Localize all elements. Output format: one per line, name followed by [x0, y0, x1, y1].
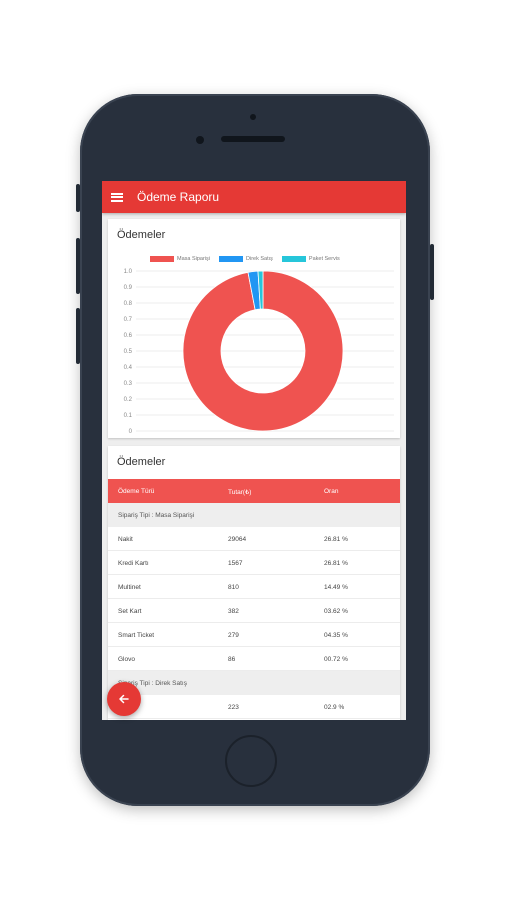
table-header: Ödeme Türü Tutar(₺) Oran — [108, 479, 400, 503]
group-label: Sipariş Tipi : Direk Satış — [118, 680, 187, 687]
y-tick-label: 0.8 — [124, 301, 133, 307]
pie-slice[interactable] — [257, 270, 264, 310]
pie-slice[interactable] — [182, 270, 344, 432]
cell-ratio: 00.72 % — [324, 656, 348, 663]
app-screen: Ödeme Raporu Ödemeler Masa Siparişi Dire… — [102, 181, 406, 720]
y-tick-label: 0.2 — [124, 397, 133, 403]
back-button[interactable] — [107, 682, 141, 716]
table-row[interactable]: Nakit 223 02.9 % — [108, 695, 400, 719]
legend-label: Paket Servis — [308, 256, 340, 262]
page-title: Ödeme Raporu — [137, 190, 220, 204]
group-label: Sipariş Tipi : Masa Siparişi — [118, 512, 195, 519]
cell-type: Multinet — [118, 584, 141, 591]
app-bar: Ödeme Raporu — [102, 181, 406, 213]
cell-amount: 382 — [228, 608, 239, 615]
phone-sensor — [250, 114, 256, 120]
cell-amount: 86 — [228, 656, 236, 663]
cell-ratio: 14.49 % — [324, 584, 348, 591]
chart-card: Ödemeler Masa Siparişi Direk Satış Paket… — [108, 219, 400, 438]
legend-swatch — [281, 256, 306, 262]
cell-ratio: 03.62 % — [324, 608, 348, 615]
table-row[interactable]: Nakit 29064 26.81 % — [108, 527, 400, 551]
cell-type: Kredi Kartı — [118, 560, 149, 567]
cell-amount: 1567 — [228, 560, 243, 567]
cell-type: Nakit — [118, 536, 133, 543]
legend-item[interactable]: Masa Siparişi — [150, 256, 210, 262]
chart-legend: Masa Siparişi Direk Satış Paket Servis — [150, 256, 349, 262]
column-header-amount: Tutar(₺) — [228, 489, 252, 496]
table-row[interactable]: Glovo 86 00.72 % — [108, 647, 400, 671]
cell-amount: 223 — [228, 704, 239, 711]
mute-switch — [76, 184, 80, 212]
y-tick-label: 0.3 — [124, 381, 133, 387]
cell-type: Smart Ticket — [118, 632, 155, 639]
y-tick-label: 0.1 — [124, 413, 133, 419]
legend-item[interactable]: Direk Satış — [219, 256, 273, 262]
menu-icon[interactable] — [111, 192, 123, 202]
home-button[interactable] — [225, 735, 277, 787]
cell-type: Set Kart — [118, 608, 142, 615]
cell-ratio: 26.81 % — [324, 560, 348, 567]
table-card: Ödemeler Ödeme Türü Tutar(₺) Oran Sipari… — [108, 446, 400, 720]
volume-up-button — [76, 238, 80, 294]
legend-swatch — [150, 256, 174, 262]
y-tick-label: 0.6 — [124, 333, 133, 339]
column-header-ratio: Oran — [324, 488, 339, 495]
cell-ratio: 26.81 % — [324, 536, 348, 543]
cell-amount: 279 — [228, 632, 239, 639]
y-tick-label: 0.9 — [124, 285, 133, 291]
table-card-title: Ödemeler — [117, 456, 166, 468]
cell-ratio: 02.9 % — [324, 704, 345, 711]
chart-card-title: Ödemeler — [117, 229, 166, 241]
legend-item[interactable]: Paket Servis — [281, 256, 340, 262]
arrow-left-icon — [119, 694, 129, 704]
y-tick-label: 1.0 — [124, 269, 133, 275]
legend-swatch — [219, 256, 244, 262]
group-row: Sipariş Tipi : Direk Satış — [108, 671, 400, 695]
legend-label: Masa Siparişi — [177, 256, 211, 262]
table-row[interactable]: Smart Ticket 279 04.35 % — [108, 623, 400, 647]
table-row[interactable]: Set Kart 382 03.62 % — [108, 599, 400, 623]
cell-ratio: 04.35 % — [324, 632, 348, 639]
phone-speaker — [221, 136, 285, 142]
cell-amount: 810 — [228, 584, 239, 591]
donut-chart: 1.0 0.9 0.8 0.7 0.6 0.5 0.4 0.3 0.2 0.1 0 — [124, 269, 394, 435]
table-row[interactable]: Kredi Kartı 1567 26.81 % — [108, 551, 400, 575]
volume-down-button — [76, 308, 80, 364]
y-tick-label: 0.5 — [124, 349, 133, 355]
table-row[interactable]: Multinet 810 14.49 % — [108, 575, 400, 599]
column-header-type: Ödeme Türü — [118, 488, 155, 495]
legend-label: Direk Satış — [246, 256, 273, 262]
power-button — [430, 244, 434, 300]
cell-amount: 29064 — [228, 536, 247, 543]
group-row: Sipariş Tipi : Masa Siparişi — [108, 503, 400, 527]
y-tick-label: 0.7 — [124, 317, 133, 323]
y-tick-label: 0.4 — [124, 365, 133, 371]
phone-camera — [196, 136, 204, 144]
y-tick-label: 0 — [129, 429, 133, 435]
cell-type: Glovo — [118, 656, 135, 663]
